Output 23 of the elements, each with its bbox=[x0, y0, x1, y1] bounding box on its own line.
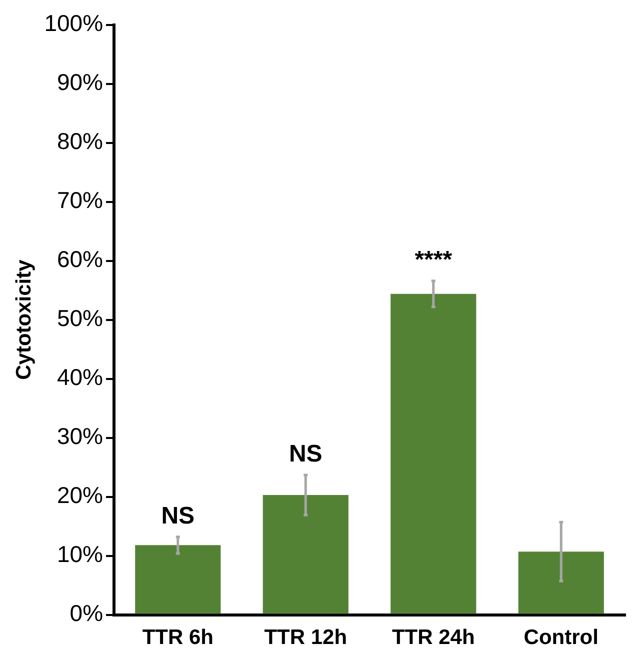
y-tick-label: 90% bbox=[56, 69, 104, 96]
y-tick-label: 100% bbox=[44, 10, 104, 36]
x-tick-label: Control bbox=[524, 626, 598, 650]
y-tick-label: 0% bbox=[70, 600, 104, 626]
annotation: **** bbox=[414, 246, 453, 274]
y-tick-label: 60% bbox=[56, 246, 104, 272]
y-tick-label: 10% bbox=[56, 541, 104, 568]
y-tick-label: 80% bbox=[56, 128, 104, 154]
x-tick-label: TTR 6h bbox=[142, 626, 214, 650]
x-tick-label: TTR 24h bbox=[392, 626, 475, 650]
y-tick-label: 70% bbox=[56, 187, 104, 214]
bar bbox=[390, 294, 476, 614]
y-tick-label: 50% bbox=[56, 305, 104, 332]
bar bbox=[262, 495, 348, 614]
y-tick-label: 40% bbox=[56, 364, 104, 390]
y-tick-label: 30% bbox=[56, 423, 104, 450]
y-tick-label: 20% bbox=[56, 482, 104, 508]
annotation: NS bbox=[161, 502, 195, 530]
bar bbox=[518, 552, 604, 614]
annotation: NS bbox=[288, 440, 322, 468]
x-tick-label: TTR 12h bbox=[264, 626, 348, 650]
y-axis-title: Cytotoxicity bbox=[12, 259, 36, 380]
bar bbox=[135, 545, 221, 614]
